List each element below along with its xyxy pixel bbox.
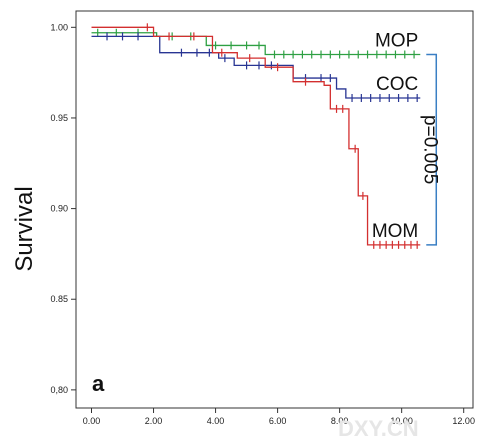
y-tick-label: 0,80 bbox=[50, 385, 68, 395]
x-tick-label: 8.00 bbox=[331, 416, 349, 426]
x-tick-label: 4.00 bbox=[207, 416, 225, 426]
x-tick-label: 6.00 bbox=[269, 416, 287, 426]
panel-label: a bbox=[92, 371, 105, 396]
x-axis: 0.00 2.00 4.00 6.00 8.00 10.00 12.00 bbox=[83, 408, 475, 426]
series-label-coc: COC bbox=[376, 74, 418, 95]
series-label-mop: MOP bbox=[375, 31, 418, 52]
y-axis: 0,80 0.85 0.90 0.95 1.00 bbox=[50, 22, 76, 395]
series-mom bbox=[91, 23, 421, 249]
x-tick-label: 2.00 bbox=[145, 416, 163, 426]
y-tick-label: 0.85 bbox=[50, 294, 68, 304]
y-axis-label: Survival bbox=[11, 186, 38, 271]
series-label-mom: MOM bbox=[372, 221, 418, 242]
series-mop bbox=[91, 28, 421, 59]
p-value-label: p=0.005 bbox=[419, 115, 440, 184]
x-tick-label: 12.00 bbox=[452, 416, 475, 426]
x-tick-label: 10.00 bbox=[390, 416, 413, 426]
series-line bbox=[91, 35, 421, 99]
y-tick-label: 1.00 bbox=[50, 22, 68, 32]
y-tick-label: 0.90 bbox=[50, 204, 68, 214]
series-coc bbox=[91, 32, 421, 103]
annotation-layer: MOP COC MOM p=0.005 bbox=[372, 31, 440, 246]
series-line bbox=[91, 32, 421, 56]
y-tick-label: 0.95 bbox=[50, 113, 68, 123]
series-layer bbox=[91, 23, 421, 249]
x-tick-label: 0.00 bbox=[83, 416, 101, 426]
plot-frame bbox=[75, 10, 474, 409]
p-value-bracket bbox=[426, 53, 438, 246]
watermark: DXY.CN bbox=[338, 416, 419, 441]
series-line bbox=[91, 26, 421, 246]
